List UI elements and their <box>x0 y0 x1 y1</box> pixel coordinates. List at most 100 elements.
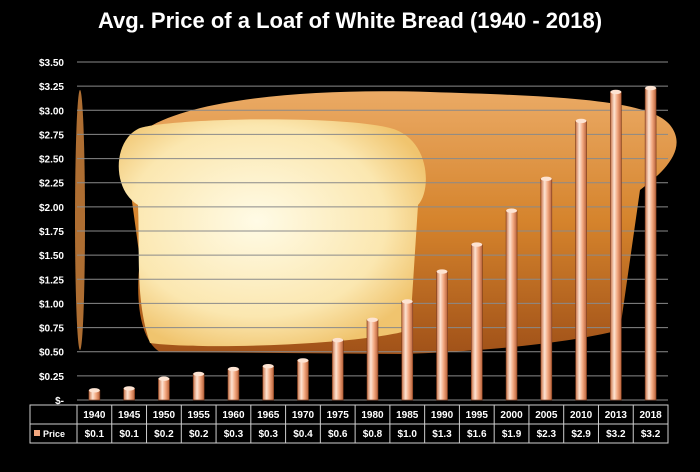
data-label: $0.3 <box>258 429 278 440</box>
bar <box>158 376 170 401</box>
x-category-label: 2018 <box>639 410 662 421</box>
bar <box>123 386 135 401</box>
y-tick-label: $2.00 <box>39 203 64 214</box>
gridlines <box>77 61 668 401</box>
bar-body <box>227 368 240 401</box>
bar-body <box>366 319 379 401</box>
y-axis-ticks: $- $0.25 $0.50 $0.75 $1.00 $1.25 $1.50 $1.75 $2.… <box>39 58 64 407</box>
data-label: $0.2 <box>189 429 209 440</box>
data-label: $0.2 <box>154 429 174 440</box>
x-category-label: 2000 <box>500 410 523 421</box>
x-category-label: 2010 <box>570 410 593 421</box>
x-category-label: 1995 <box>466 410 489 421</box>
x-category-label: 1960 <box>222 410 245 421</box>
data-label: $1.3 <box>432 429 452 440</box>
data-label: $0.8 <box>363 429 383 440</box>
bar <box>262 364 275 401</box>
bar <box>192 371 205 401</box>
x-category-label: 1990 <box>431 410 454 421</box>
bar-top <box>297 358 309 363</box>
bread-end-crust <box>75 90 85 350</box>
bar <box>297 358 309 401</box>
bar-body <box>540 178 553 401</box>
bar-top <box>610 89 622 95</box>
bar-body <box>331 339 344 401</box>
y-tick-label: $0.25 <box>39 372 64 383</box>
data-label: $3.2 <box>606 429 626 440</box>
x-category-label: 2005 <box>535 410 558 421</box>
bar-top <box>332 337 344 343</box>
bar-top <box>506 208 518 213</box>
bar <box>610 89 622 401</box>
y-tick-label: $3.50 <box>39 58 64 69</box>
bar <box>401 299 414 401</box>
data-table: Price 1940 $0.1 1945 $0.1 1950 $0.2 1955 $0.2 196… <box>29 404 669 444</box>
x-category-label: 1975 <box>327 410 350 421</box>
bar <box>575 118 587 401</box>
bar-body <box>505 210 518 401</box>
bar-top <box>540 176 552 182</box>
bar-top <box>401 299 413 304</box>
bar-top <box>262 364 274 369</box>
x-category-label: 1950 <box>153 410 176 421</box>
data-label: $1.0 <box>398 429 418 440</box>
bar-top <box>123 386 135 391</box>
bar <box>366 317 379 401</box>
bar-body <box>575 120 587 401</box>
bar-top <box>436 269 448 274</box>
x-category-label: 1945 <box>118 410 141 421</box>
y-tick-label: $1.75 <box>39 227 64 238</box>
data-label: $2.3 <box>537 429 557 440</box>
bar-top <box>88 388 100 393</box>
x-category-label: 1965 <box>257 410 280 421</box>
bar <box>644 85 657 401</box>
y-tick-label: $2.25 <box>39 179 64 190</box>
data-label: $0.1 <box>85 429 105 440</box>
y-tick-label: $2.75 <box>39 130 64 141</box>
chart-title: Avg. Price of a Loaf of White Bread (194… <box>98 8 602 33</box>
bar-body <box>158 378 170 401</box>
bar <box>227 366 240 401</box>
bar-body <box>436 271 448 401</box>
data-label: $0.3 <box>224 429 244 440</box>
bar-top <box>193 371 205 377</box>
x-category-label: 2013 <box>605 410 628 421</box>
bar-body <box>610 91 622 401</box>
data-label: $0.6 <box>328 429 348 440</box>
bread-slice <box>118 119 426 347</box>
bar-top <box>367 317 378 323</box>
bar <box>88 388 101 401</box>
bars <box>88 85 657 401</box>
bar <box>505 208 518 401</box>
y-tick-label: $3.25 <box>39 82 64 93</box>
bar-top <box>158 376 170 381</box>
bar <box>331 337 344 401</box>
x-category-label: 1940 <box>83 410 106 421</box>
bar-top <box>227 366 239 372</box>
data-label: $1.6 <box>467 429 487 440</box>
data-label: $1.9 <box>502 429 522 440</box>
bar-body <box>470 244 483 401</box>
bar-top <box>471 242 483 247</box>
bread-loaf-illustration <box>75 90 677 355</box>
y-tick-label: $2.50 <box>39 155 64 166</box>
bar <box>470 242 483 401</box>
y-tick-label: $3.00 <box>39 106 64 117</box>
legend-swatch <box>34 430 40 436</box>
y-tick-label: $1.00 <box>39 299 64 310</box>
legend-label: Price <box>43 429 65 439</box>
y-tick-label: $1.25 <box>39 275 64 286</box>
x-category-label: 1970 <box>292 410 315 421</box>
y-tick-label: $0.75 <box>39 324 64 335</box>
bar-body <box>297 360 309 401</box>
bar-body <box>644 87 657 401</box>
data-label: $0.1 <box>119 429 139 440</box>
x-category-label: 1985 <box>396 410 419 421</box>
bar-body <box>262 365 275 401</box>
bar-body <box>401 301 414 401</box>
y-tick-label: $0.50 <box>39 348 64 359</box>
y-tick-label: $1.50 <box>39 251 64 262</box>
data-label: $0.4 <box>293 429 313 440</box>
bar-body <box>192 373 205 401</box>
